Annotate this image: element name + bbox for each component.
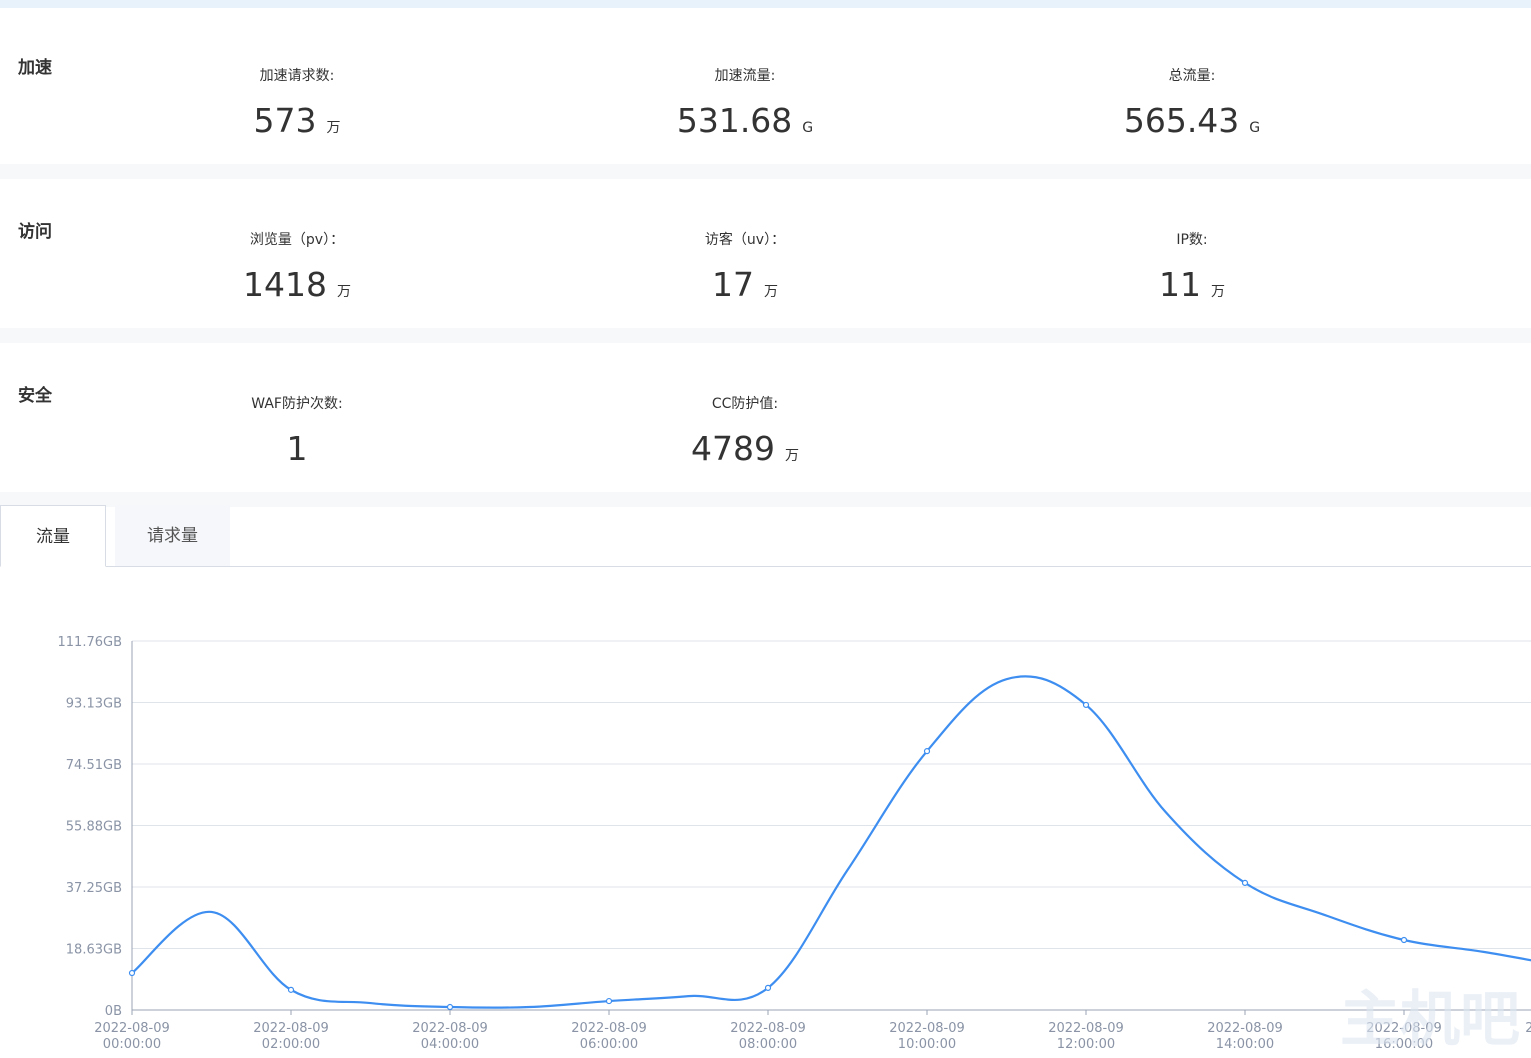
stat-unit: 万	[1211, 284, 1225, 300]
stat: 加速请求数: 573 万	[147, 65, 447, 140]
stat-number: 17	[712, 265, 754, 304]
stat-unit: 万	[764, 284, 778, 300]
x-tick-label: 2022-08-09 12:00:00	[1048, 1021, 1124, 1052]
y-tick-label: 37.25GB	[66, 881, 122, 896]
y-tick-label: 18.63GB	[66, 942, 122, 957]
stat-number: 11	[1159, 265, 1201, 304]
stat: CC防护值: 4789 万	[595, 393, 895, 468]
x-tick-label: 2022-08-09 16:00:00	[1366, 1021, 1442, 1052]
point	[1241, 879, 1249, 886]
x-tick-label: 2022-08-09 14:00:00	[1207, 1021, 1283, 1052]
stat-label: 加速请求数:	[259, 68, 335, 84]
x-tick-label: 2022-08-09 02:00:00	[253, 1021, 329, 1052]
stat-number: 531.68	[676, 101, 793, 140]
point	[446, 1003, 454, 1011]
tabs: 流量 请求量	[0, 505, 1531, 567]
stat-value: 1	[147, 429, 447, 468]
stat: 总流量: 565.43 G	[1042, 65, 1342, 140]
stat-value: 4789 万	[595, 429, 895, 468]
stat-unit: 万	[336, 284, 351, 300]
stat-value: 11 万	[1042, 265, 1342, 304]
section: 安全 WAF防护次数: 1 CC防护值: 4789 万	[0, 343, 1531, 507]
tab[interactable]: 流量	[0, 505, 106, 567]
y-tick-label: 74.51GB	[66, 758, 122, 773]
y-tick-label: 0B	[105, 1004, 122, 1019]
x-tick-label: 2022-08-09 00:00:00	[94, 1021, 170, 1052]
point	[923, 748, 931, 755]
stat-label: WAF防护次数:	[251, 396, 343, 412]
stat-number: 565.43	[1123, 101, 1240, 140]
line	[131, 675, 1531, 1009]
stat: 浏览量（pv）： 1418 万	[147, 229, 447, 304]
y-tick-label: 111.76GB	[58, 635, 122, 650]
stat-number: 1	[286, 429, 308, 468]
stat-value: 531.68 G	[595, 101, 895, 140]
stat-label: IP数:	[1176, 232, 1208, 248]
tab[interactable]: 请求量	[115, 505, 230, 566]
x-tick-label: 2022-08-0918:00:00	[1525, 1021, 1531, 1052]
stat-value: 565.43 G	[1042, 101, 1342, 140]
stat-value: 17 万	[595, 265, 895, 304]
stat-number: 4789	[691, 429, 775, 468]
x-tick-label: 2022-08-09 08:00:00	[730, 1021, 806, 1052]
point	[764, 984, 772, 991]
point	[1400, 936, 1408, 944]
section-title: 访问	[18, 222, 52, 242]
stat-label: CC防护值:	[711, 396, 779, 412]
stat-label: 总流量:	[1168, 68, 1216, 84]
stat-label: 访客（uv）：	[704, 232, 786, 248]
stat-unit: G	[1249, 120, 1261, 136]
stat-number: 1418	[243, 265, 327, 304]
section: 访问 浏览量（pv）： 1418 万 访客（uv）： 17 万 IP数: 11 万	[0, 179, 1531, 343]
stat-unit: 万	[784, 448, 799, 464]
stat-number: 573	[253, 101, 317, 140]
stat-unit: G	[802, 120, 814, 136]
point	[128, 969, 136, 977]
stat: IP数: 11 万	[1042, 229, 1342, 304]
y-tick-label: 93.13GB	[66, 697, 122, 712]
stats: 加速 加速请求数: 573 万加速流量: 531.68 G 总流量: 565.43 G 访问 浏览量…	[0, 15, 1531, 507]
stat: 访客（uv）： 17 万	[595, 229, 895, 304]
point	[605, 997, 613, 1005]
watermark: 主机吧	[1340, 985, 1520, 1055]
section-title: 安全	[18, 386, 52, 406]
point	[287, 986, 295, 993]
section: 加速 加速请求数: 573 万 加速流量: 531.68 G 总流量: 565.43 G	[0, 15, 1531, 179]
point	[1082, 701, 1090, 709]
stat-label: 加速流量:	[714, 68, 776, 84]
x-tick-label: 2022-08-09 06:00:00	[571, 1021, 647, 1052]
x-tick-label: 2022-08-09 04:00:00	[412, 1021, 488, 1052]
stat-value: 1418 万	[147, 265, 447, 304]
top-bar	[0, 0, 1531, 8]
x-tick-label: 2022-08-09 10:00:00	[889, 1021, 965, 1052]
stat-label: 浏览量（pv）：	[249, 232, 345, 248]
stat-unit: 万	[326, 120, 341, 136]
section-title: 加速	[18, 58, 52, 78]
stat-value: 573 万	[147, 101, 447, 140]
y-tick-label: 55.88GB	[66, 820, 122, 835]
stat: WAF防护次数: 1	[147, 393, 447, 468]
stat: 加速流量: 531.68 G	[595, 65, 895, 140]
